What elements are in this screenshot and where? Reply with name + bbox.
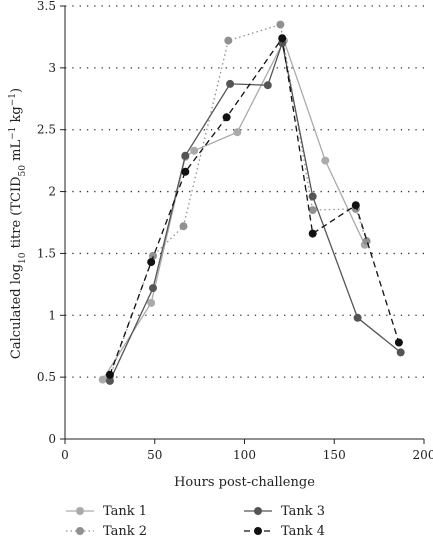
y-tick-label: 3.5 [37,0,56,13]
y-axis-title-prefix: Calculated log [9,264,24,359]
data-point [362,237,371,246]
series-tank-2 [105,20,371,382]
data-point [98,375,107,384]
y-tick-label: 0 [48,432,56,446]
legend-marker [76,527,84,535]
data-point [105,376,114,385]
data-point [224,36,233,45]
series-line [109,36,400,375]
series-tank-3 [105,39,405,385]
data-point [263,81,272,90]
data-point [222,113,231,122]
legend-marker [76,507,84,515]
data-point [351,201,360,210]
data-point [308,192,317,201]
y-axis-title-tcid-sub: 50 [18,165,28,177]
y-tick-label: 1 [48,308,56,322]
legend-marker [254,527,262,535]
axes [64,6,424,440]
data-point [105,370,114,379]
data-point [396,348,405,357]
y-axis-title-unit-exp2: −1 [8,93,18,106]
data-point [190,146,199,155]
grid-lines [65,5,424,378]
x-tick-label: 0 [61,448,69,462]
data-point [147,258,156,267]
legend: Tank 1 Tank 2 Tank 3 Tank 4 [66,504,325,539]
data-point [149,284,157,293]
x-axis-title: Hours post-challenge [174,475,315,490]
data-point [394,338,403,347]
legend-item-tank-3: Tank 3 [244,504,325,519]
legend-marker [254,507,262,515]
data-point [181,151,190,160]
legend-item-tank-4: Tank 4 [244,524,325,539]
y-tick-label: 3 [48,61,56,75]
data-point [308,229,317,238]
data-point [308,206,317,215]
legend-label: Tank 2 [103,524,147,539]
y-tick-label: 2.5 [37,123,56,137]
legend-label: Tank 4 [281,524,325,539]
y-axis-title-unit: mL [9,140,24,165]
legend-label: Tank 3 [281,504,325,519]
data-series [98,20,405,385]
series-line [102,38,366,380]
y-axis-title-unit-exp1: −1 [8,127,18,140]
data-point [321,156,330,165]
data-point [276,20,285,29]
data-point [353,313,362,322]
y-tick-label: 0.5 [37,370,56,384]
x-tick-label: 200 [413,448,433,462]
y-axis-title-log-base: 10 [18,252,28,264]
data-point [226,79,235,88]
y-axis-title-mid: titre (TCID [9,176,24,252]
tick-labels: 0 0.5 1 1.5 2 2.5 3 3.5 0 50 100 150 200 [37,0,433,462]
data-point [179,222,188,231]
legend-item-tank-2: Tank 2 [66,524,147,539]
y-axis-title-suffix: ) [9,88,24,93]
data-point [149,251,157,260]
legend-label: Tank 1 [103,504,147,519]
y-tick-label: 1.5 [37,246,56,260]
data-point [233,128,242,137]
series-line [109,23,368,378]
y-tick-label: 2 [48,185,56,199]
legend-item-tank-1: Tank 1 [66,504,147,519]
x-tick-label: 150 [323,448,346,462]
y-axis-title-unit-kg: kg [9,106,24,126]
data-point [147,298,156,307]
data-point [181,167,190,176]
series-tank-1 [98,36,369,384]
x-tick-label: 50 [147,448,162,462]
x-tick-label: 100 [233,448,256,462]
y-axis-title: Calculated log10 titre (TCID50 mL−1 kg−1… [8,88,28,359]
data-point [278,34,287,43]
series-tank-4 [105,34,403,379]
